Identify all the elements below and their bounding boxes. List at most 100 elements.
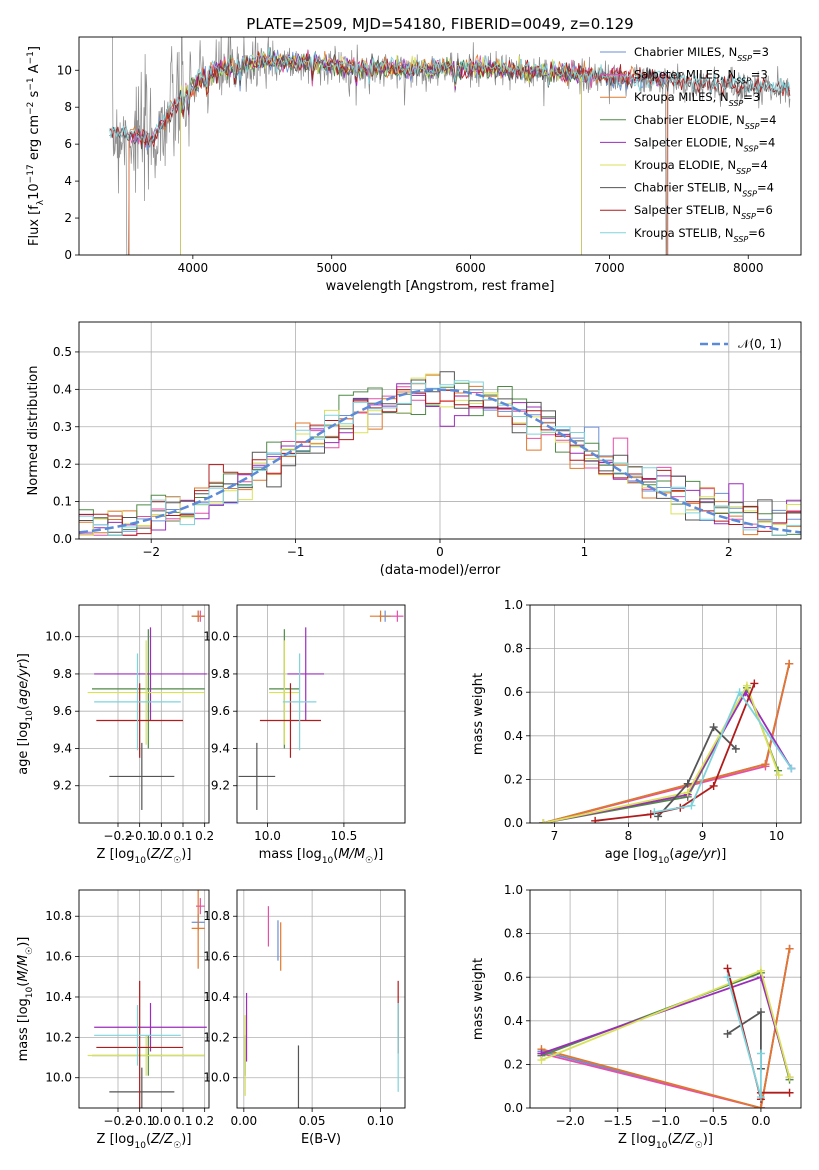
x-tick-label: −1.0 [651,1114,680,1128]
x-tick-label: −1 [287,545,305,559]
x-axis-label: Z [log10(Z/Z☉)] [618,1132,713,1151]
y-tick-label: 10.6 [203,950,230,964]
y-tick-label: 0.2 [504,772,523,786]
y-tick-label: 0.2 [504,1057,523,1071]
weight-line-kroupa-elodie [543,683,780,823]
weight-marker [731,744,740,753]
weight-marker [683,788,692,797]
x-tick-label: −2 [142,545,160,559]
x-tick-label: 2 [725,545,733,559]
weight-marker [756,1049,765,1058]
axis-ticks: 0.00 0.05 0.10 10.0 10.2 10.4 10.6 10.8 [203,909,393,1128]
legend-label: Kroupa ELODIE, NSSP=4 [634,158,768,176]
x-tick-label: 6000 [455,261,486,275]
weight-marker [654,812,663,821]
panel-weight_vs_Z: −2.0 −1.5 −1.0 −0.5 0.0 0.0 0.2 0.4 0.6 0.8 1.0 Z [… [471,883,802,1151]
y-tick-label: 6 [64,137,72,151]
y-axis-label: mass weight [471,958,486,1040]
panel-weight_vs_age: 7 8 9 10 0.0 0.2 0.4 0.6 0.8 1.0 age [log10(age/yr… [471,598,802,866]
y-tick-label: 0.1 [53,495,72,509]
axis-ticks: 7 8 9 10 0.0 0.2 0.4 0.6 0.8 1.0 [504,598,784,843]
y-tick-label: 0.8 [504,642,523,656]
y-axis-label: Flux [fλ10−17 erg cm−2 s−1 A−1] [26,46,46,246]
legend-label: 𝒩(0, 1) [738,337,782,351]
x-tick-label: 0.2 [195,829,214,843]
panel-mass_vs_Z: −0.2−0.10.0 0.1 0.2 10.0 10.2 10.4 10.6 10.8 Z [… [16,889,214,1151]
weight-marker [756,966,765,975]
y-tick-label: 4 [64,174,72,188]
model-line-kroupa-stelib [109,46,791,146]
x-tick-label: 0.0 [152,1114,171,1128]
y-tick-label: 10.2 [45,1030,72,1044]
x-tick-label: −0.1 [125,829,154,843]
y-tick-label: 10.0 [203,1071,230,1085]
x-tick-label: −2.0 [556,1114,585,1128]
axis-ticks: 4000 5000 6000 7000 8000 0 2 4 6 8 10 [57,63,764,275]
x-tick-label: 0.00 [230,1114,257,1128]
y-tick-label: 0.5 [53,345,72,359]
y-tick-label: 0.4 [504,729,523,743]
legend-label: Kroupa STELIB, NSSP=6 [634,226,765,244]
x-tick-label: 9 [699,829,707,843]
y-tick-label: 0.3 [53,420,72,434]
y-tick-label: 9.4 [53,741,72,755]
axes-frame [78,321,802,540]
y-tick-label: 9.2 [53,779,72,793]
axis-ticks: 10.0 10.5 9.2 9.4 9.6 9.8 10.0 [203,630,357,843]
y-axis-label: age [log10(age/yr)] [16,653,35,775]
legend: Chabrier MILES, NSSP=3 Salpeter MILES, NS… [600,45,776,243]
x-tick-label: −0.2 [103,1114,132,1128]
x-axis-label: wavelength [Angstrom, rest frame] [326,279,555,294]
plot-area [87,610,207,810]
weight-marker [650,808,659,817]
weight-marker [687,801,696,810]
weight-marker [774,771,783,780]
x-tick-label: 8 [625,829,633,843]
x-axis-label: (data-model)/error [380,563,501,578]
y-tick-label: 10.8 [45,909,72,923]
x-tick-label: −1.5 [603,1114,632,1128]
gridlines [237,890,405,1108]
axes-frame [78,36,802,256]
plot-area [87,890,207,1108]
y-tick-label: 10.0 [203,630,230,644]
y-tick-label: 0.0 [504,816,523,830]
legend-label: Chabrier MILES, NSSP=3 [634,45,769,63]
y-tick-label: 2 [64,211,72,225]
weight-marker [785,1073,794,1082]
y-tick-label: 1.0 [504,598,523,612]
x-axis-label: age [log10(age/yr)] [605,847,727,866]
weight-marker [683,779,692,788]
panel-age_vs_mass: 10.0 10.5 9.2 9.4 9.6 9.8 10.0 mass [log10(M/M☉… [203,604,406,866]
y-tick-label: 10.4 [203,990,230,1004]
x-axis-label: Z [log10(Z/Z☉)] [97,1132,192,1151]
y-tick-label: 9.4 [211,741,230,755]
x-tick-label: −0.5 [699,1114,728,1128]
weight-marker [723,964,732,973]
legend-label: Chabrier ELODIE, NSSP=4 [634,113,776,131]
x-axis-label: E(B-V) [301,1132,341,1147]
y-tick-label: 9.6 [211,704,230,718]
histogram-kroupa-stelib [79,380,801,536]
x-tick-label: 1 [581,545,589,559]
weight-marker [709,723,718,732]
y-tick-label: 0.6 [504,970,523,984]
axis-ticks: −2.0 −1.5 −1.0 −0.5 0.0 0.0 0.2 0.4 0.6 0.8 1.0 [504,883,771,1128]
panel-mass_vs_ebv: 0.00 0.05 0.10 10.0 10.2 10.4 10.6 10.8 [203,889,406,1128]
weight-marker [742,681,751,690]
y-axis-label: mass [log10(M/M☉)] [16,937,35,1062]
weight-marker [756,1093,765,1102]
weight-marker [709,781,718,790]
axes-frame [78,604,210,824]
weight-line-kroupa-miles [541,948,791,1108]
y-tick-label: 0.6 [504,685,523,699]
y-tick-label: 1.0 [504,883,523,897]
x-tick-label: 0.1 [173,1114,192,1128]
axis-ticks: −0.2−0.10.0 0.1 0.2 9.2 9.4 9.6 9.8 10.0 [45,630,214,843]
x-tick-label: 8000 [733,261,764,275]
plot-area [109,37,791,255]
axes-frame [529,604,802,824]
weight-marker [723,973,732,982]
